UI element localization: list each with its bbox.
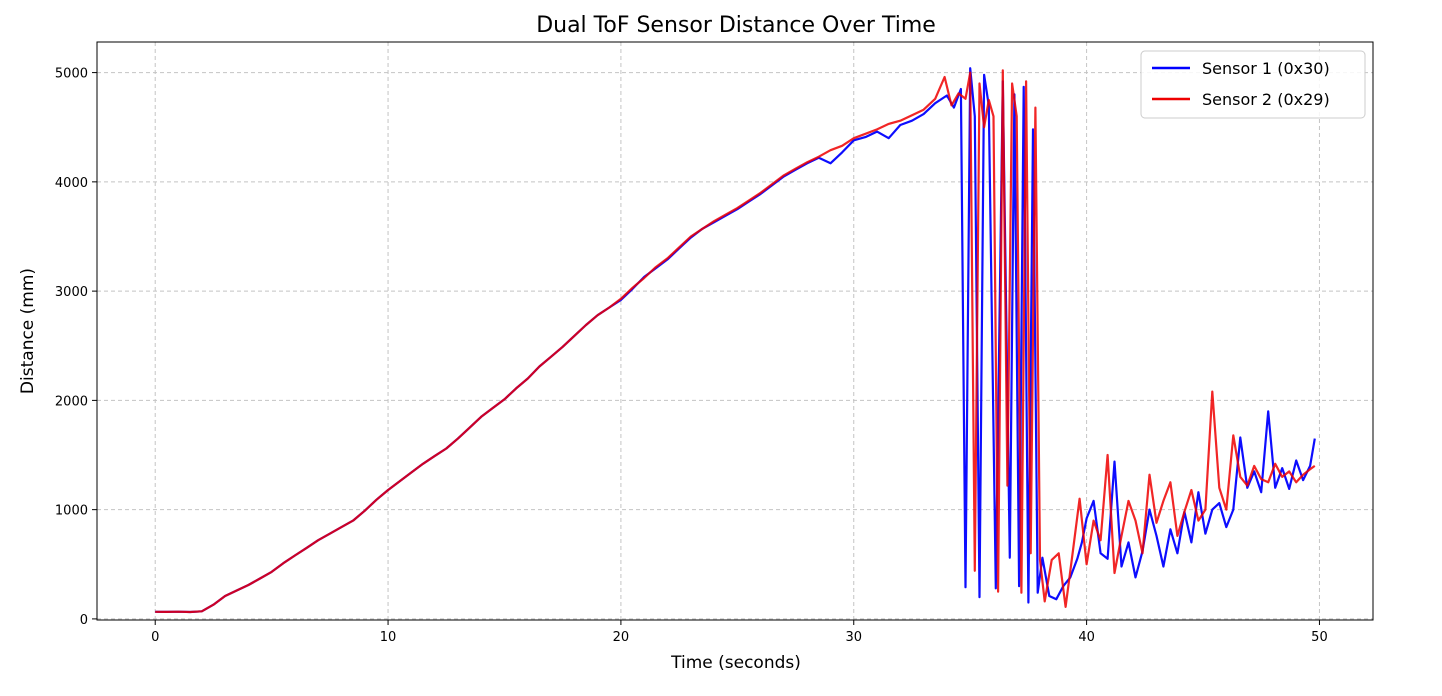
y-tick-label: 2000 <box>55 394 88 409</box>
series-layer <box>155 67 1316 614</box>
chart-title: Dual ToF Sensor Distance Over Time <box>536 13 936 38</box>
x-axis: 0 10 20 30 40 50 <box>151 620 1328 645</box>
x-tick-label: 10 <box>380 630 397 645</box>
x-tick-label: 40 <box>1078 630 1095 645</box>
x-tick-label: 0 <box>151 630 159 645</box>
series-line-sensor-1 <box>155 67 1316 614</box>
grid <box>97 42 1373 620</box>
y-tick-label: 1000 <box>55 504 88 519</box>
legend-box <box>1140 50 1366 119</box>
series-line-sensor-2 <box>155 69 1316 614</box>
legend-label-sensor-2: Sensor 2 (0x29) <box>1202 90 1330 109</box>
y-tick-label: 3000 <box>55 285 88 300</box>
legend: Sensor 1 (0x30) Sensor 2 (0x29) <box>1140 50 1366 119</box>
x-tick-label: 30 <box>845 630 862 645</box>
y-tick-label: 0 <box>80 613 88 628</box>
x-tick-label: 50 <box>1311 630 1328 645</box>
x-tick-label: 20 <box>613 630 630 645</box>
y-axis-label: Distance (mm) <box>18 268 38 394</box>
y-tick-label: 5000 <box>55 67 88 82</box>
plot-frame <box>96 41 1374 621</box>
legend-label-sensor-1: Sensor 1 (0x30) <box>1202 59 1330 78</box>
y-tick-label: 4000 <box>55 176 88 191</box>
y-axis: 0 1000 2000 3000 4000 5000 <box>55 67 97 628</box>
x-axis-label: Time (seconds) <box>670 653 801 673</box>
